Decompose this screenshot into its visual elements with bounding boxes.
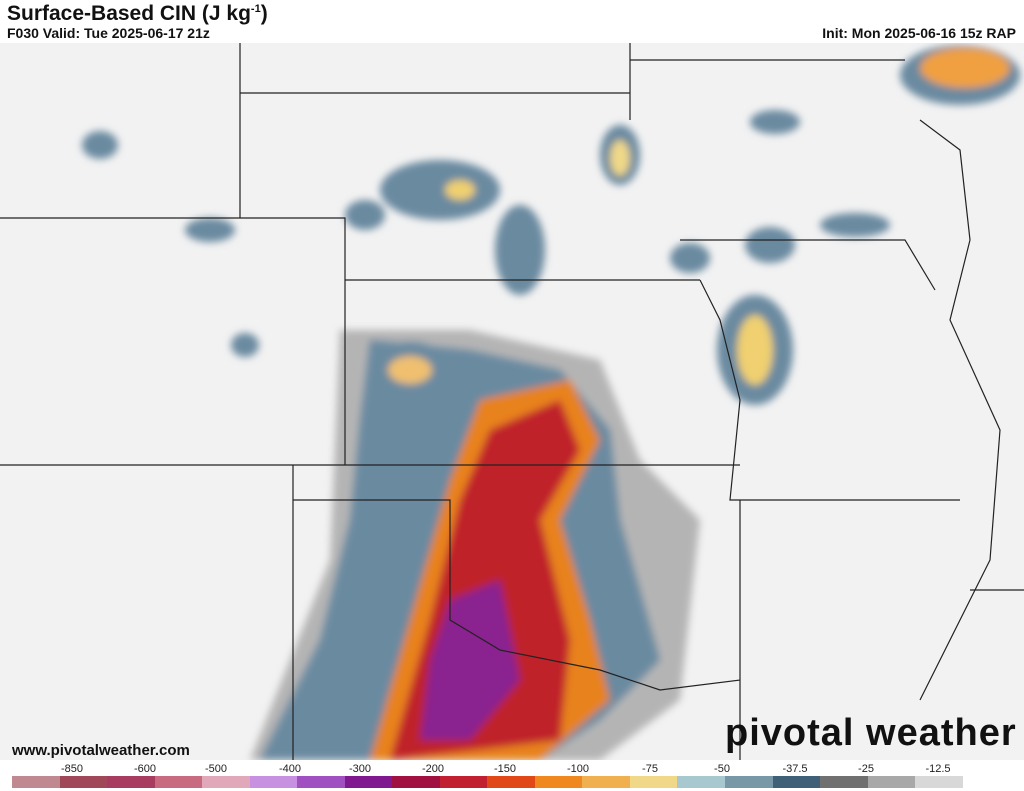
colorbar-swatch <box>297 776 345 788</box>
colorbar-label: -25 <box>858 763 874 775</box>
colorbar-swatch <box>724 776 773 788</box>
valid-time: F030 Valid: Tue 2025-06-17 21z <box>7 25 210 41</box>
colorbar-swatch <box>344 776 393 788</box>
colorbar-label: -150 <box>493 763 517 775</box>
colorbar-label: -50 <box>714 763 730 775</box>
colorbar-label: -12.5 <box>925 763 951 775</box>
colorbar-swatch <box>107 776 155 788</box>
colorbar-label: -500 <box>204 763 228 775</box>
colorbar-label: -75 <box>642 763 658 775</box>
colorbar-swatch <box>12 776 60 788</box>
state-borders <box>0 43 1024 760</box>
init-time: Init: Mon 2025-06-16 15z RAP <box>822 25 1016 41</box>
colorbar-swatch <box>962 776 1011 788</box>
colorbar-label: -200 <box>421 763 445 775</box>
colorbar-swatch <box>202 776 250 788</box>
colorbar-swatch <box>867 776 916 788</box>
colorbar-label: -850 <box>60 763 84 775</box>
pivotal-weather-logo: pivotal weather <box>725 712 1017 754</box>
colorbar-label: -400 <box>278 763 302 775</box>
colorbar-swatch <box>439 776 488 788</box>
colorbar-label: -600 <box>133 763 157 775</box>
cin-map <box>0 43 1024 760</box>
colorbar-swatch <box>487 776 535 788</box>
colorbar-swatch <box>772 776 821 788</box>
colorbar-swatch <box>629 776 678 788</box>
map-title: Surface-Based CIN (J kg-1) <box>7 2 268 25</box>
colorbar-swatch <box>392 776 440 788</box>
colorbar <box>12 776 1011 788</box>
colorbar-swatch <box>534 776 583 788</box>
colorbar-label: -37.5 <box>782 763 808 775</box>
colorbar-swatch <box>582 776 630 788</box>
colorbar-label: -100 <box>566 763 590 775</box>
colorbar-swatch <box>915 776 963 788</box>
colorbar-label: -300 <box>348 763 372 775</box>
colorbar-swatch <box>677 776 725 788</box>
colorbar-swatch <box>249 776 298 788</box>
colorbar-swatch <box>59 776 108 788</box>
cin-region-purple <box>420 580 520 740</box>
colorbar-swatch <box>154 776 203 788</box>
colorbar-swatch <box>820 776 868 788</box>
website-url[interactable]: www.pivotalweather.com <box>12 742 190 759</box>
